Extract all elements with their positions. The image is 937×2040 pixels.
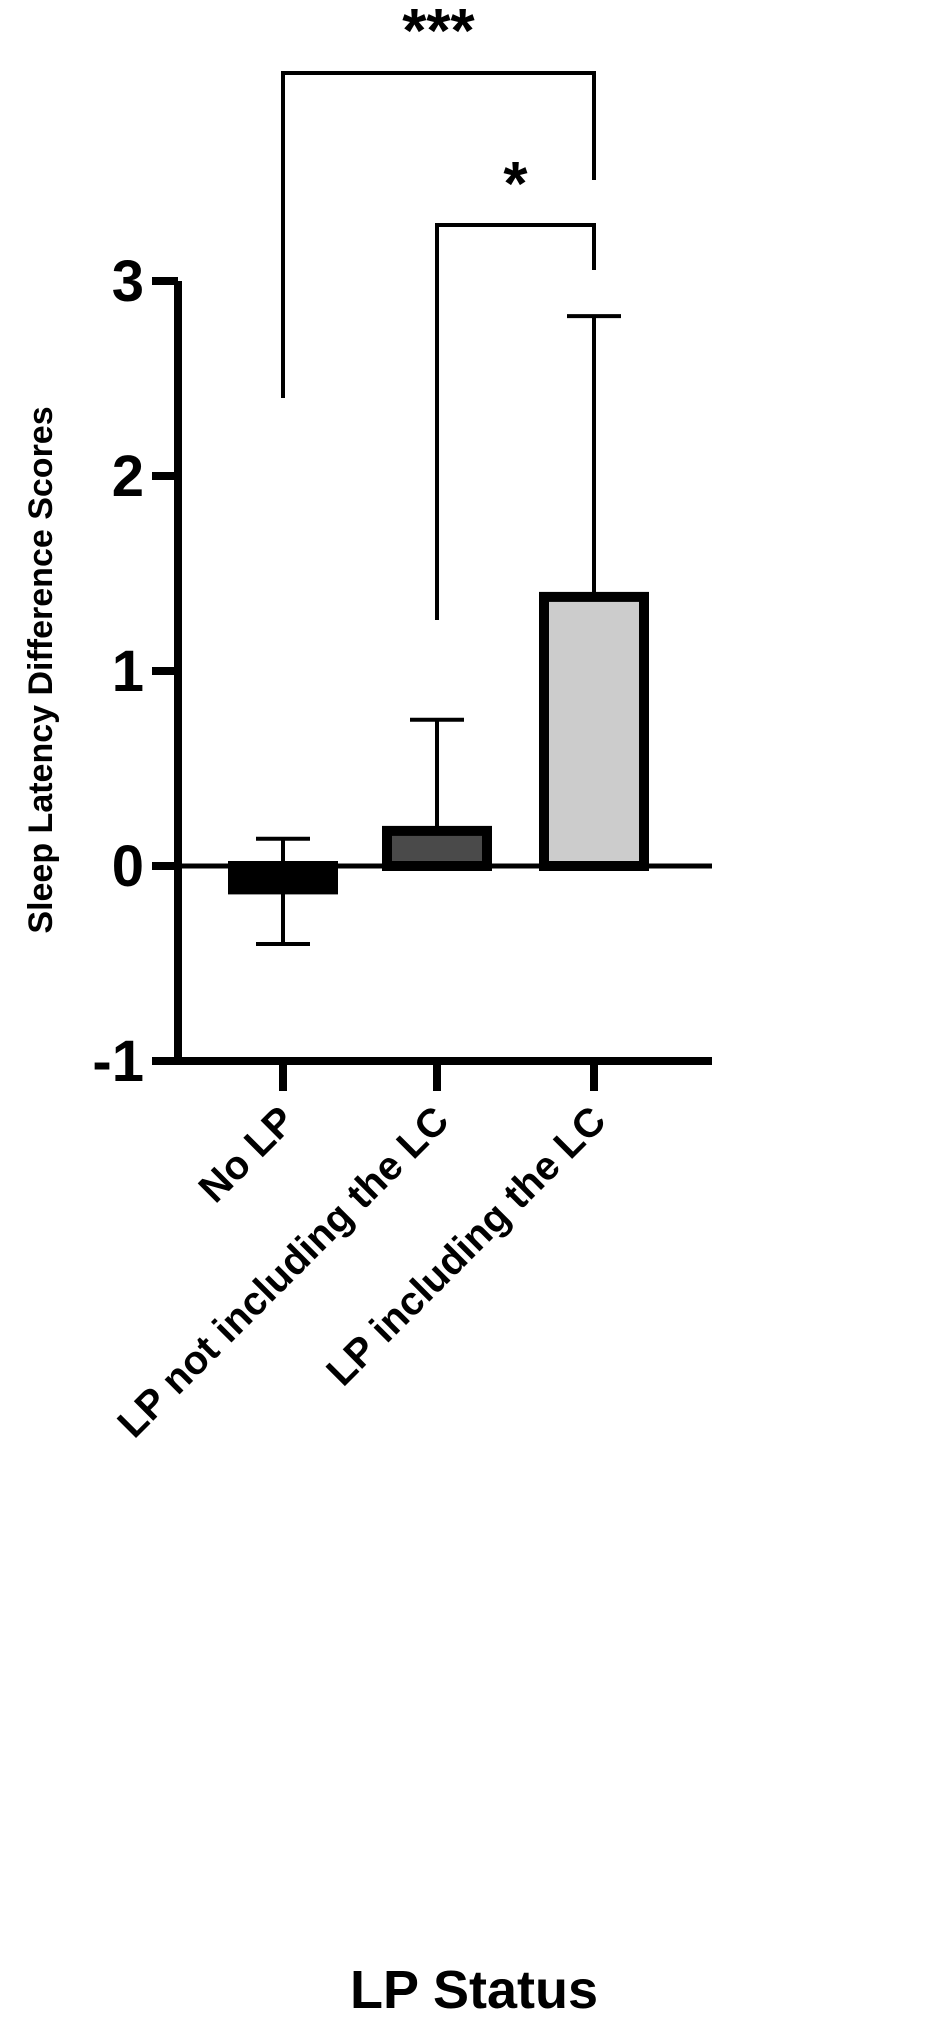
- y-tick-label: 1: [112, 639, 144, 704]
- significance-bracket: [281, 71, 596, 398]
- x-tick-label: LP including the LC: [318, 1098, 614, 1394]
- y-tick-label: 2: [112, 444, 144, 509]
- significance-brackets: ****: [281, 0, 596, 620]
- significance-label: *: [503, 150, 528, 219]
- bar-3: [539, 591, 649, 872]
- y-axis-label: Sleep Latency Difference Scores: [22, 406, 60, 933]
- y-tick-label: -1: [92, 1029, 144, 1094]
- significance-label: ***: [402, 0, 475, 66]
- y-tick-label: 3: [112, 249, 144, 314]
- error-bars: [256, 314, 621, 946]
- y-tick-label: 0: [112, 834, 144, 899]
- x-axis-label: LP Status: [350, 1960, 598, 2020]
- x-tick-label: No LP: [191, 1098, 304, 1211]
- x-tick-label: LP not including the LC: [109, 1098, 457, 1446]
- bar-2: [382, 825, 492, 872]
- significance-bracket: [435, 223, 596, 620]
